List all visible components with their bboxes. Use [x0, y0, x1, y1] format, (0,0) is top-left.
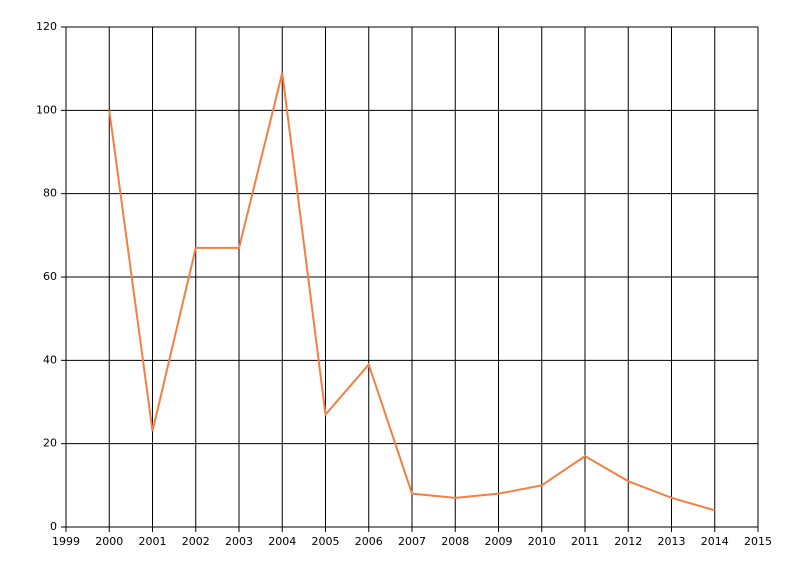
x-tick-label: 2015: [744, 535, 772, 548]
x-tick-label: 2008: [441, 535, 469, 548]
x-tick-label: 2001: [139, 535, 167, 548]
x-tick-label: 2014: [701, 535, 729, 548]
y-tick-label: 60: [43, 270, 57, 283]
x-tick-label: 1999: [52, 535, 80, 548]
line: [108, 72, 716, 512]
x-tick-label: 2011: [571, 535, 599, 548]
y-tick-label: 100: [36, 103, 57, 116]
x-tick-label: 2012: [614, 535, 642, 548]
y-tick-label: 80: [43, 187, 57, 200]
x-tick-label: 2000: [95, 535, 123, 548]
x-tick-label: 2003: [225, 535, 253, 548]
y-tick-label: 0: [50, 520, 57, 533]
x-tick-label: 2009: [485, 535, 513, 548]
x-tick-label: 2007: [398, 535, 426, 548]
x-tick-label: 2004: [268, 535, 296, 548]
x-tick-label: 2005: [312, 535, 340, 548]
x-tick-label: 2010: [528, 535, 556, 548]
x-tick-label: 2002: [182, 535, 210, 548]
x-tick-label: 2006: [355, 535, 383, 548]
y-tick-label: 40: [43, 353, 57, 366]
y-tick-label: 20: [43, 437, 57, 450]
y-tick-label: 120: [36, 20, 57, 33]
x-tick-label: 2013: [658, 535, 686, 548]
